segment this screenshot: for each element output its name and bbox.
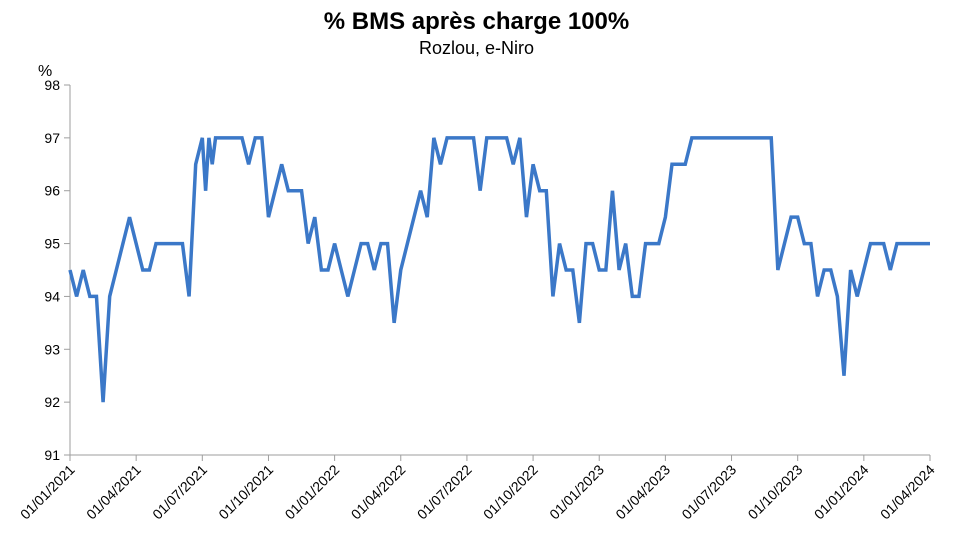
- y-tick-label: 94: [44, 288, 60, 304]
- x-tick-label: 01/01/2021: [17, 461, 78, 522]
- x-tick-label: 01/01/2022: [282, 461, 343, 522]
- y-tick-label: 91: [44, 447, 60, 463]
- x-tick-label: 01/10/2022: [480, 461, 541, 522]
- data-series-line: [70, 138, 930, 402]
- y-tick-label: 96: [44, 183, 60, 199]
- x-tick-label: 01/07/2021: [149, 461, 210, 522]
- y-tick-label: 98: [44, 77, 60, 93]
- chart-container: % BMS après charge 100% Rozlou, e-Niro %…: [0, 0, 953, 560]
- x-tick-label: 01/04/2024: [877, 461, 938, 522]
- x-tick-label: 01/10/2023: [745, 461, 806, 522]
- x-tick-label: 01/07/2022: [414, 461, 475, 522]
- y-tick-label: 97: [44, 130, 60, 146]
- y-tick-label: 92: [44, 394, 60, 410]
- plot-area: 919293949596979801/01/202101/04/202101/0…: [0, 0, 953, 560]
- x-tick-label: 01/07/2023: [678, 461, 739, 522]
- x-tick-label: 01/04/2022: [348, 461, 409, 522]
- x-tick-label: 01/01/2023: [546, 461, 607, 522]
- x-tick-label: 01/04/2021: [83, 461, 144, 522]
- x-tick-label: 01/10/2021: [215, 461, 276, 522]
- y-tick-label: 93: [44, 341, 60, 357]
- x-tick-label: 01/01/2024: [811, 461, 872, 522]
- x-tick-label: 01/04/2023: [612, 461, 673, 522]
- y-tick-label: 95: [44, 236, 60, 252]
